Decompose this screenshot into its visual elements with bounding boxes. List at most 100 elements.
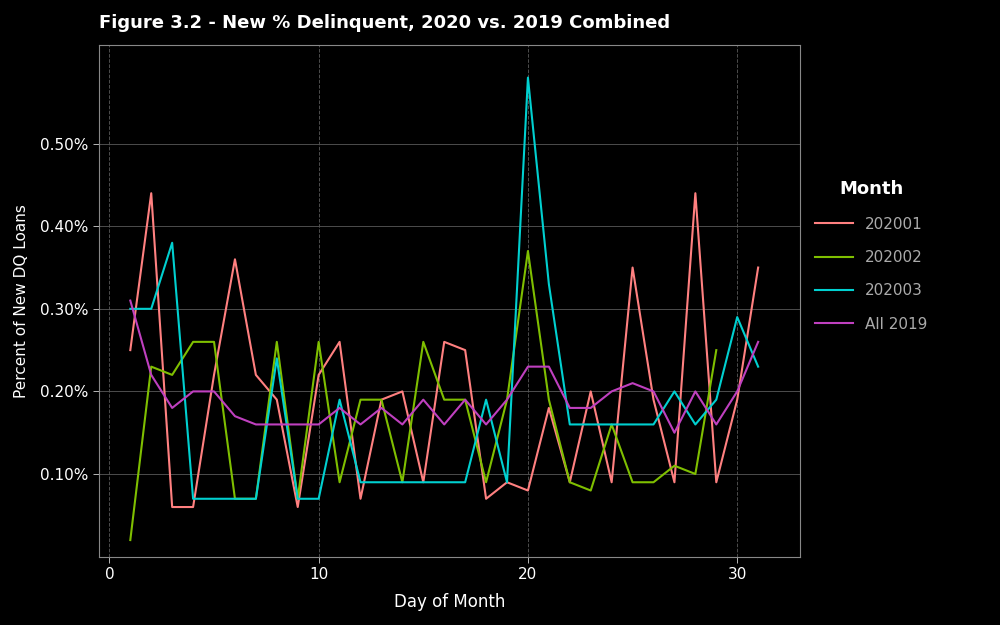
All 2019: [229, 412, 241, 420]
All 2019: [313, 421, 325, 428]
202001: [689, 189, 701, 197]
Text: Figure 3.2 - New % Delinquent, 2020 vs. 2019 Combined: Figure 3.2 - New % Delinquent, 2020 vs. …: [99, 14, 670, 32]
202003: [187, 495, 199, 502]
202003: [417, 479, 429, 486]
202002: [229, 495, 241, 502]
202003: [250, 495, 262, 502]
202003: [271, 354, 283, 362]
All 2019: [564, 404, 576, 412]
202002: [564, 479, 576, 486]
202002: [355, 396, 367, 403]
All 2019: [731, 388, 743, 395]
202001: [627, 264, 639, 271]
202003: [501, 479, 513, 486]
202002: [606, 421, 618, 428]
202003: [145, 305, 157, 312]
202002: [166, 371, 178, 379]
202001: [710, 479, 722, 486]
202001: [145, 189, 157, 197]
All 2019: [124, 297, 136, 304]
202001: [124, 346, 136, 354]
202003: [627, 421, 639, 428]
202003: [543, 280, 555, 288]
202003: [710, 396, 722, 403]
202001: [606, 479, 618, 486]
202001: [229, 256, 241, 263]
All 2019: [627, 379, 639, 387]
All 2019: [522, 363, 534, 371]
202003: [459, 479, 471, 486]
202002: [627, 479, 639, 486]
202003: [313, 495, 325, 502]
202001: [187, 503, 199, 511]
202001: [459, 346, 471, 354]
202002: [480, 479, 492, 486]
Legend: 202001, 202002, 202003, All 2019: 202001, 202002, 202003, All 2019: [815, 180, 927, 331]
202002: [292, 495, 304, 502]
All 2019: [250, 421, 262, 428]
202002: [145, 363, 157, 371]
202003: [292, 495, 304, 502]
202001: [250, 371, 262, 379]
202001: [334, 338, 346, 346]
All 2019: [396, 421, 408, 428]
202002: [668, 462, 680, 469]
All 2019: [710, 421, 722, 428]
Line: 202001: 202001: [130, 193, 758, 507]
202001: [585, 388, 597, 395]
202003: [166, 239, 178, 246]
202002: [271, 338, 283, 346]
202002: [417, 338, 429, 346]
202002: [543, 396, 555, 403]
202001: [522, 487, 534, 494]
202001: [396, 388, 408, 395]
All 2019: [292, 421, 304, 428]
202002: [438, 396, 450, 403]
202003: [480, 396, 492, 403]
All 2019: [689, 388, 701, 395]
All 2019: [375, 404, 387, 412]
Line: 202002: 202002: [130, 251, 716, 540]
202003: [229, 495, 241, 502]
All 2019: [208, 388, 220, 395]
All 2019: [585, 404, 597, 412]
All 2019: [752, 338, 764, 346]
202002: [124, 536, 136, 544]
202002: [313, 338, 325, 346]
202003: [668, 388, 680, 395]
202003: [689, 421, 701, 428]
202002: [501, 396, 513, 403]
All 2019: [501, 396, 513, 403]
202002: [334, 479, 346, 486]
202001: [375, 396, 387, 403]
202001: [313, 371, 325, 379]
202003: [564, 421, 576, 428]
202001: [355, 495, 367, 502]
202002: [375, 396, 387, 403]
202002: [459, 396, 471, 403]
Y-axis label: Percent of New DQ Loans: Percent of New DQ Loans: [14, 204, 29, 398]
202002: [187, 338, 199, 346]
202002: [396, 479, 408, 486]
202001: [480, 495, 492, 502]
202001: [648, 396, 660, 403]
202003: [124, 305, 136, 312]
202001: [166, 503, 178, 511]
202002: [585, 487, 597, 494]
All 2019: [271, 421, 283, 428]
202003: [396, 479, 408, 486]
All 2019: [355, 421, 367, 428]
All 2019: [480, 421, 492, 428]
202003: [375, 479, 387, 486]
202003: [522, 74, 534, 81]
202001: [292, 503, 304, 511]
202002: [648, 479, 660, 486]
202002: [710, 346, 722, 354]
202003: [355, 479, 367, 486]
All 2019: [668, 429, 680, 436]
202002: [522, 248, 534, 255]
202001: [668, 479, 680, 486]
All 2019: [438, 421, 450, 428]
All 2019: [334, 404, 346, 412]
All 2019: [648, 388, 660, 395]
